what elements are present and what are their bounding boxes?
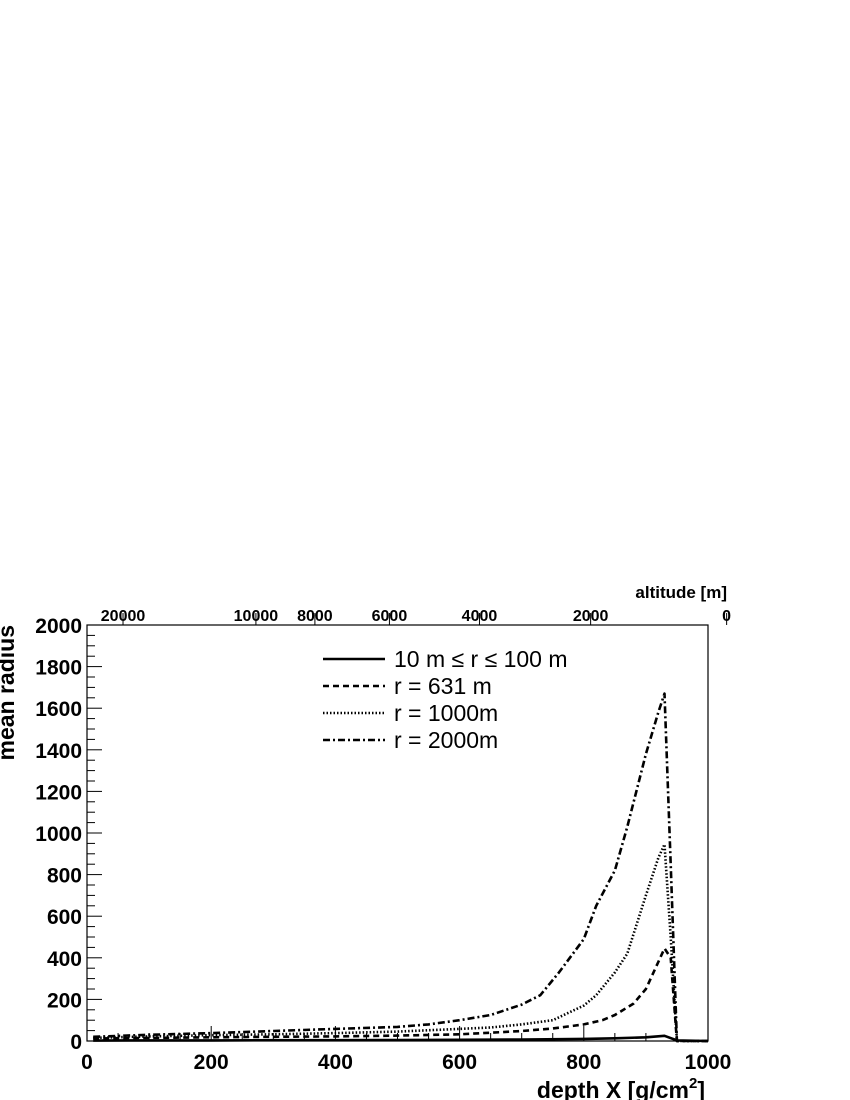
y-axis-title: mean radius <box>0 625 19 761</box>
series-line <box>93 843 708 1043</box>
x-tick-label: 1000 <box>685 1051 732 1074</box>
x-axis-title-sup: 2 <box>689 1075 697 1092</box>
x-axis-title-end: ] <box>697 1077 705 1100</box>
top-tick-label: 8000 <box>297 608 333 625</box>
x-tick-label: 0 <box>81 1051 93 1074</box>
legend-label: r = 631 m <box>394 673 492 699</box>
series-line <box>93 947 708 1043</box>
series-line <box>93 1034 709 1043</box>
x-tick-label: 200 <box>194 1051 229 1074</box>
top-tick-label: 20000 <box>101 608 146 625</box>
top-axis-title: altitude [m] <box>635 583 727 602</box>
legend-label: r = 2000m <box>394 727 498 753</box>
series-group <box>93 692 709 1043</box>
top-tick-label: 6000 <box>372 608 408 625</box>
x-tick-label: 600 <box>442 1051 477 1074</box>
y-tick-label: 600 <box>47 906 82 929</box>
top-tick-label: 4000 <box>462 608 498 625</box>
legend-label: r = 1000m <box>394 700 498 726</box>
legend-label: 10 m ≤ r ≤ 100 m <box>394 646 568 672</box>
y-tick-label: 200 <box>47 989 82 1012</box>
top-tick-label: 0 <box>722 608 731 625</box>
y-tick-label: 1000 <box>35 823 82 846</box>
y-tick-label: 1600 <box>35 698 82 721</box>
y-tick-labels: 0 200 400 600 800 1000 1200 1400 1600 1800 2000 <box>35 615 82 1054</box>
x-axis-title-main: depth X [g/cm <box>537 1077 689 1100</box>
top-axis-tick-labels: 20000 10000 8000 6000 4000 2000 0 <box>101 608 731 625</box>
top-tick-label: 2000 <box>573 608 609 625</box>
y-tick-label: 800 <box>47 865 82 888</box>
y-tick-label: 2000 <box>35 615 82 638</box>
y-tick-label: 1400 <box>35 740 82 763</box>
x-tick-label: 400 <box>318 1051 353 1074</box>
y-tick-label: 0 <box>70 1031 82 1054</box>
x-tick-labels: 0 200 400 600 800 1000 <box>81 1051 731 1074</box>
x-tick-label: 800 <box>566 1051 601 1074</box>
y-tick-label: 400 <box>47 948 82 971</box>
y-tick-label: 1200 <box>35 781 82 804</box>
y-tick-label: 1800 <box>35 657 82 680</box>
x-axis-title: depth X [g/cm2] <box>537 1075 705 1100</box>
top-tick-label: 10000 <box>234 608 279 625</box>
series-line <box>93 692 708 1043</box>
